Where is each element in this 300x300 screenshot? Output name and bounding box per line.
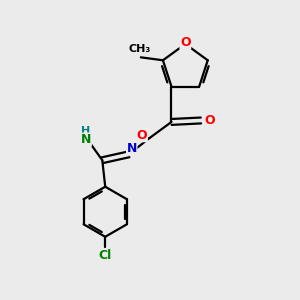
Text: O: O bbox=[137, 129, 147, 142]
Text: N: N bbox=[81, 133, 91, 146]
Text: O: O bbox=[180, 36, 190, 49]
Text: O: O bbox=[205, 114, 215, 127]
Text: H: H bbox=[82, 126, 91, 136]
Text: Cl: Cl bbox=[99, 249, 112, 262]
Text: N: N bbox=[127, 142, 137, 155]
Text: CH₃: CH₃ bbox=[128, 44, 151, 54]
